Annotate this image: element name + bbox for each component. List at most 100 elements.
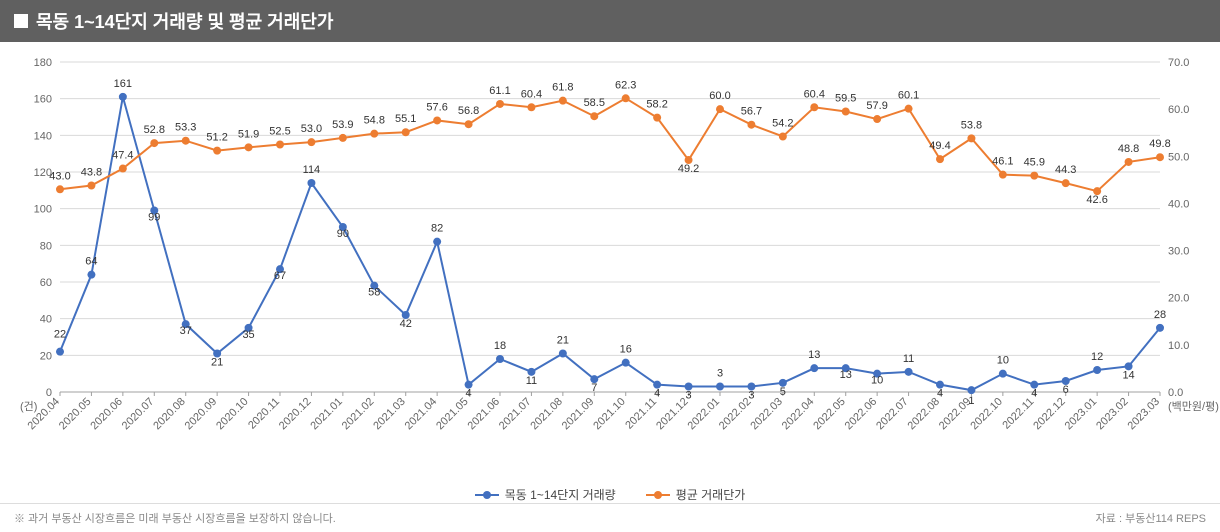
svg-text:2023.03: 2023.03 xyxy=(1126,396,1163,433)
svg-text:51.9: 51.9 xyxy=(238,128,259,140)
svg-text:53.0: 53.0 xyxy=(301,123,322,135)
svg-text:58.5: 58.5 xyxy=(584,97,605,109)
svg-text:10: 10 xyxy=(997,355,1009,367)
svg-text:52.5: 52.5 xyxy=(269,126,290,138)
chart-footer: ※ 과거 부동산 시장흐름은 미래 부동산 시장흐름을 보장하지 않습니다. 자… xyxy=(0,503,1220,532)
svg-text:16: 16 xyxy=(620,344,632,356)
svg-text:57.6: 57.6 xyxy=(426,101,447,113)
svg-text:140: 140 xyxy=(34,130,52,142)
svg-text:100: 100 xyxy=(34,204,52,216)
svg-text:60.4: 60.4 xyxy=(521,88,542,100)
chart-header: 목동 1~14단지 거래량 및 평균 거래단가 xyxy=(0,0,1220,42)
svg-text:60.1: 60.1 xyxy=(898,90,919,102)
svg-text:160: 160 xyxy=(34,94,52,106)
svg-text:21: 21 xyxy=(557,335,569,347)
svg-text:54.8: 54.8 xyxy=(364,115,385,127)
svg-text:3: 3 xyxy=(686,390,692,402)
legend-marker-icon xyxy=(475,494,499,496)
svg-text:40.0: 40.0 xyxy=(1168,198,1189,210)
svg-text:18: 18 xyxy=(494,340,506,352)
svg-text:(백만원/평): (백만원/평) xyxy=(1168,400,1219,413)
svg-text:2021.10: 2021.10 xyxy=(591,396,628,433)
svg-text:61.8: 61.8 xyxy=(552,82,573,94)
disclaimer-text: ※ 과거 부동산 시장흐름은 미래 부동산 시장흐름을 보장하지 않습니다. xyxy=(14,510,336,526)
svg-text:4: 4 xyxy=(654,388,660,400)
svg-text:60.4: 60.4 xyxy=(804,88,825,100)
svg-text:2021.02: 2021.02 xyxy=(340,396,377,433)
svg-text:49.8: 49.8 xyxy=(1149,138,1170,150)
svg-text:40: 40 xyxy=(40,314,52,326)
svg-text:5: 5 xyxy=(780,386,786,398)
svg-text:30.0: 30.0 xyxy=(1168,246,1189,258)
svg-text:53.9: 53.9 xyxy=(332,119,353,131)
svg-text:7: 7 xyxy=(591,382,597,394)
svg-text:62.3: 62.3 xyxy=(615,79,636,91)
svg-text:2020.12: 2020.12 xyxy=(277,396,314,433)
svg-text:28: 28 xyxy=(1154,309,1166,321)
svg-text:45.9: 45.9 xyxy=(1024,157,1045,169)
svg-text:2020.07: 2020.07 xyxy=(120,396,157,433)
svg-text:20: 20 xyxy=(40,350,52,362)
chart-title: 목동 1~14단지 거래량 및 평균 거래단가 xyxy=(36,8,333,34)
svg-text:60: 60 xyxy=(40,277,52,289)
svg-text:47.4: 47.4 xyxy=(112,150,133,162)
svg-text:4: 4 xyxy=(466,388,472,400)
svg-text:20.0: 20.0 xyxy=(1168,293,1189,305)
svg-text:55.1: 55.1 xyxy=(395,113,416,125)
svg-text:4: 4 xyxy=(1031,388,1037,400)
svg-text:2022.04: 2022.04 xyxy=(780,396,817,433)
svg-text:52.8: 52.8 xyxy=(144,124,165,136)
chart-legend: 목동 1~14단지 거래량 평균 거래단가 xyxy=(0,482,1220,503)
svg-text:2021.04: 2021.04 xyxy=(403,396,440,433)
svg-text:10.0: 10.0 xyxy=(1168,340,1189,352)
svg-text:60.0: 60.0 xyxy=(1168,104,1189,116)
svg-text:2020.11: 2020.11 xyxy=(246,396,282,432)
legend-marker-icon xyxy=(646,494,670,496)
svg-text:6: 6 xyxy=(1063,384,1069,396)
svg-text:57.9: 57.9 xyxy=(866,100,887,112)
svg-text:21: 21 xyxy=(211,357,223,369)
svg-text:2020.05: 2020.05 xyxy=(57,396,94,433)
svg-text:56.7: 56.7 xyxy=(741,106,762,118)
svg-text:49.4: 49.4 xyxy=(929,140,950,152)
svg-text:2020.06: 2020.06 xyxy=(88,396,125,433)
svg-text:44.3: 44.3 xyxy=(1055,164,1076,176)
svg-text:180: 180 xyxy=(34,57,52,69)
svg-text:35: 35 xyxy=(242,329,254,341)
svg-text:1: 1 xyxy=(968,395,974,407)
svg-text:11: 11 xyxy=(526,375,537,387)
chart-svg: 0204060801001201401601800.010.020.030.04… xyxy=(0,42,1220,482)
svg-text:64: 64 xyxy=(85,256,97,268)
svg-text:51.2: 51.2 xyxy=(206,132,227,144)
source-text: 자료 : 부동산114 REPS xyxy=(1096,510,1206,526)
svg-text:2023.02: 2023.02 xyxy=(1094,396,1131,433)
svg-text:12: 12 xyxy=(1091,351,1103,363)
svg-text:2022.05: 2022.05 xyxy=(811,396,848,433)
svg-text:56.8: 56.8 xyxy=(458,105,479,117)
svg-text:58.2: 58.2 xyxy=(646,99,667,111)
svg-text:2022.08: 2022.08 xyxy=(906,396,943,433)
svg-text:50.0: 50.0 xyxy=(1168,151,1189,163)
svg-text:2021.06: 2021.06 xyxy=(466,396,503,433)
svg-text:2021.05: 2021.05 xyxy=(434,396,471,433)
svg-text:13: 13 xyxy=(808,349,820,361)
svg-text:4: 4 xyxy=(937,388,943,400)
svg-text:46.1: 46.1 xyxy=(992,156,1013,168)
svg-text:58: 58 xyxy=(368,287,380,299)
svg-text:2020.09: 2020.09 xyxy=(183,396,220,433)
svg-text:2022.06: 2022.06 xyxy=(843,396,880,433)
svg-text:14: 14 xyxy=(1122,369,1134,381)
legend-item-volume: 목동 1~14단지 거래량 xyxy=(475,486,616,503)
svg-text:3: 3 xyxy=(717,368,723,380)
svg-text:80: 80 xyxy=(40,240,52,252)
svg-text:61.1: 61.1 xyxy=(489,85,510,97)
legend-label: 목동 1~14단지 거래량 xyxy=(505,486,616,503)
svg-text:114: 114 xyxy=(303,164,321,176)
svg-text:67: 67 xyxy=(274,270,286,282)
chart-plot-area: 0204060801001201401601800.010.020.030.04… xyxy=(0,42,1220,482)
svg-text:2022.11: 2022.11 xyxy=(1000,396,1036,432)
legend-item-price: 평균 거래단가 xyxy=(646,486,746,503)
svg-text:2020.08: 2020.08 xyxy=(151,396,188,433)
svg-text:90: 90 xyxy=(337,228,349,240)
svg-text:70.0: 70.0 xyxy=(1168,57,1189,69)
